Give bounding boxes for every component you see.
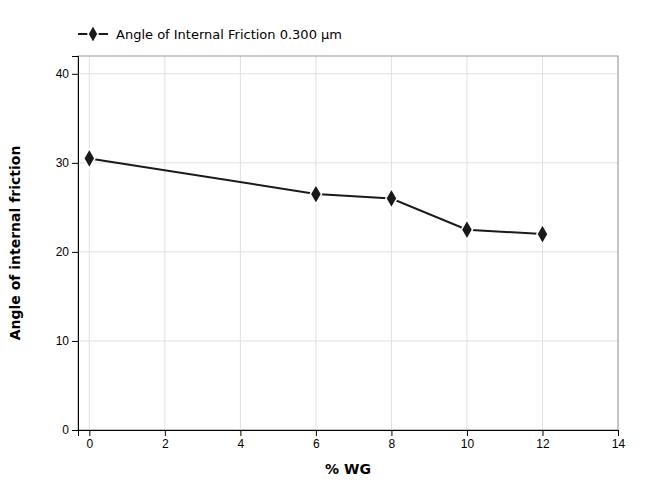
x-tick-mark [391,430,392,436]
legend-label: Angle of Internal Friction 0.300 μm [116,27,342,42]
y-tick-label: 10 [56,334,70,348]
grid-line-x [240,56,241,430]
x-tick-label: 14 [612,437,626,451]
x-tick: 0 [86,430,93,451]
grid [78,56,618,430]
legend: Angle of Internal Friction 0.300 μm [78,25,342,43]
x-tick-label: 8 [389,437,396,451]
y-tick: 0 [62,423,78,437]
x-tick: 4 [238,430,245,451]
x-tick: 14 [612,430,626,451]
grid-line-y [78,73,618,74]
y-tick-label: 0 [62,423,69,437]
x-axis-title: % WG [325,461,371,477]
grid-line-y [78,251,618,252]
y-axis-title: Angle of internal friction [7,146,23,341]
x-tick-mark [89,430,90,436]
y-tick: 40 [56,67,78,81]
grid-line-y [78,162,618,163]
x-tick-mark [165,430,166,436]
grid-line-x [89,56,90,430]
x-axis-line [79,431,619,437]
line [89,158,542,234]
y-tick-mark [72,430,78,431]
y-tick-label: 30 [56,156,70,170]
y-tick-label: 40 [56,67,70,81]
grid-line-x [164,56,165,430]
y-tick-mark [72,252,78,253]
x-tick-mark [618,430,619,436]
y-tick-label: 20 [56,245,70,259]
x-tick-label: 10 [461,437,475,451]
x-axis: 0 2 4 6 8 10 12 14 [79,430,626,451]
grid-line-x [315,56,316,430]
x-tick: 12 [536,430,550,451]
y-tick: 10 [56,334,78,348]
x-tick-label: 4 [238,437,245,451]
x-tick: 8 [389,430,396,451]
grid-line-x [391,56,392,430]
marks [84,149,548,244]
x-tick-mark [467,430,468,436]
y-axis: 0 10 20 30 40 [56,57,79,438]
x-tick-mark [240,430,241,436]
x-tick-label: 6 [313,437,320,451]
x-tick-label: 2 [162,437,169,451]
x-tick-mark [542,430,543,436]
plot: 0 2 4 6 8 10 12 14 0 10 20 30 40 [56,56,626,451]
y-tick-mark [72,74,78,75]
x-tick: 10 [461,430,475,451]
y-tick-mark [72,341,78,342]
x-tick: 6 [313,430,320,451]
grid-line-y [78,340,618,341]
grid-line-x [466,56,467,430]
point [461,220,472,240]
chart: 0 2 4 6 8 10 12 14 0 10 20 30 40 % WG Angle of interna… [0,0,646,488]
point [537,224,548,244]
y-axis-line [72,57,79,431]
point [84,149,95,169]
legend-item: Angle of Internal Friction 0.300 μm [78,25,342,43]
point [310,184,321,204]
x-tick: 2 [162,430,169,451]
x-tick-label: 0 [86,437,93,451]
legend-marker [88,25,98,43]
y-tick-mark [72,163,78,164]
x-tick-label: 12 [536,437,550,451]
plot-frame [78,56,618,430]
x-tick-mark [316,430,317,436]
point [386,189,397,209]
y-tick: 20 [56,245,78,259]
y-tick: 30 [56,156,78,170]
